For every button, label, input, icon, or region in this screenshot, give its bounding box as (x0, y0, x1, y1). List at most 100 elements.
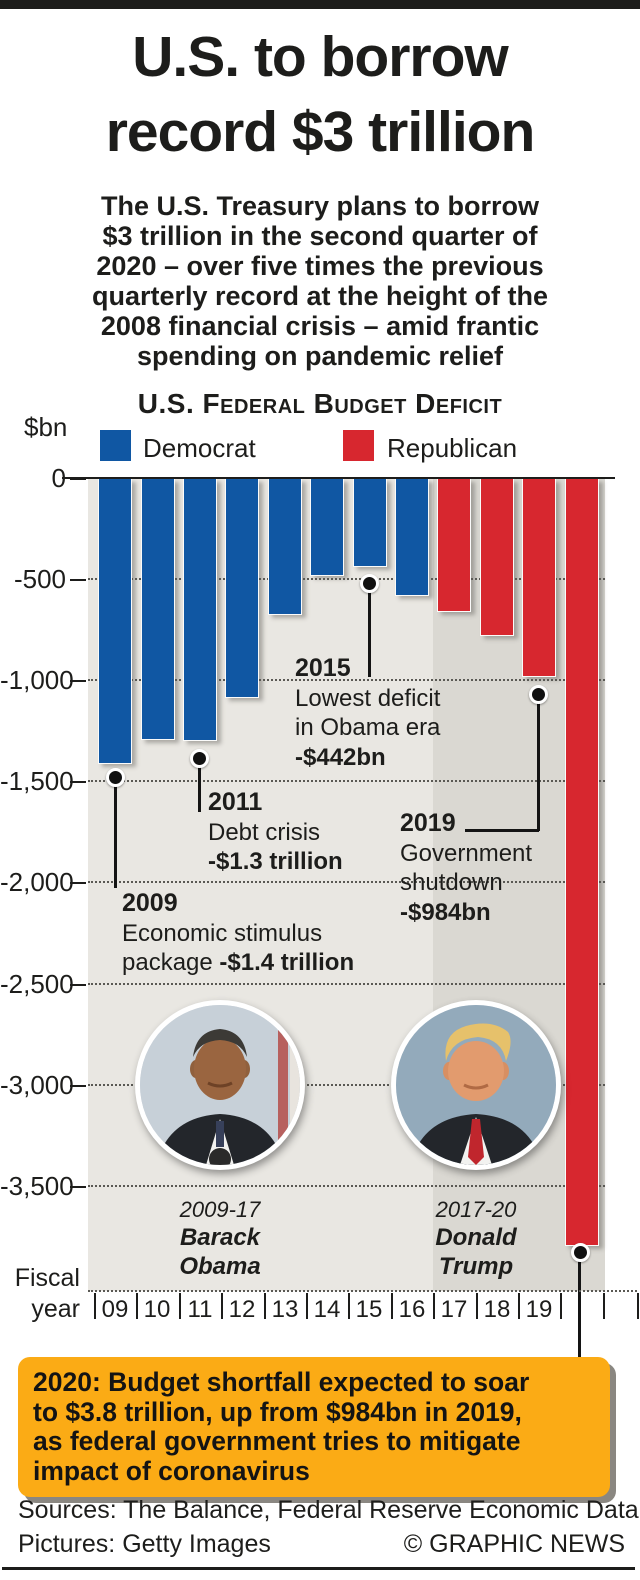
annotation-2011-value: -$1.3 trillion (208, 848, 343, 875)
intro-line: 2008 financial crisis – amid frantic (100, 311, 540, 341)
y-tick-label--2500: -2,500 (0, 969, 74, 999)
annotation-2009-value: -$1.4 trillion (219, 949, 355, 976)
fiscal-year-label-15: 15 (355, 1296, 383, 1323)
intro-line: spending on pandemic relief (136, 341, 504, 371)
fiscal-year-label-18: 18 (483, 1296, 511, 1323)
legend-label-democrat: Democrat (143, 433, 256, 463)
annotation-2011-text: Debt crisis (208, 818, 321, 846)
fiscal-year-tick (518, 1293, 520, 1319)
y-tick-label--500: -500 (13, 564, 66, 594)
obama-portrait-icon (140, 1005, 300, 1165)
y-tick-dash--2500 (70, 984, 86, 986)
connector-2019-vertical (537, 694, 540, 831)
x-axis-line (88, 1290, 637, 1292)
annotation-2019: 2019 Government shutdown -$984bn (400, 809, 532, 927)
y-tick-dash--1500 (70, 781, 86, 783)
main-headline: U.S. to borrow record $3 trillion (0, 20, 640, 170)
y-tick-dash--1000 (70, 680, 86, 682)
annotation-2009-year: 2009 (122, 889, 178, 917)
fiscal-year-tick (306, 1293, 308, 1319)
y-tick-label-0: 0 (51, 463, 66, 493)
x-axis-label-line1: Fiscal (14, 1264, 80, 1292)
marker-dot-2020 (571, 1243, 590, 1262)
trump-term: 2017-20 (435, 1197, 517, 1222)
footer-pictures: Pictures: Getty Images (18, 1530, 271, 1558)
footer-sources: Sources: The Balance, Federal Reserve Ec… (18, 1496, 639, 1524)
annotation-2015-text: Lowest deficit (295, 684, 441, 712)
fiscal-year-label-10: 10 (143, 1296, 171, 1323)
fiscal-year-tick (264, 1293, 266, 1319)
x-axis-label-line2: year (31, 1295, 80, 1323)
annotation-2015: 2015 Lowest deficit in Obama era -$442bn (295, 654, 440, 772)
y-tick-label--3500: -3,500 (0, 1171, 74, 1201)
intro-line: quarterly record at the height of the (91, 281, 549, 311)
fiscal-year-label-11: 11 (187, 1296, 213, 1323)
trump-portrait-icon (396, 1005, 556, 1165)
y-tick-label--2000: -2,000 (0, 867, 74, 897)
fiscal-year-label-14: 14 (313, 1296, 341, 1323)
annotation-2011: 2011 Debt crisis -$1.3 trillion (208, 788, 343, 877)
obama-caption: 2009-17 Barack Obama (110, 1197, 330, 1281)
chart-title: U.S. Federal Budget Deficit (137, 388, 503, 419)
obama-term: 2009-17 (179, 1197, 261, 1222)
trump-photo (391, 1000, 561, 1170)
intro-line: 2020 – over five times the previous (96, 251, 544, 281)
marker-dot-2019 (529, 685, 548, 704)
fiscal-year-tick (391, 1293, 393, 1319)
connector-2019-horizontal (465, 829, 539, 832)
fiscal-year-label-16: 16 (398, 1296, 426, 1323)
annotation-2009: 2009 Economic stimulus package -$1.4 tri… (122, 889, 354, 978)
fiscal-year-tick (433, 1293, 435, 1319)
fiscal-year-tick (136, 1293, 138, 1319)
annotation-2015-text: in Obama era (295, 714, 441, 741)
obama-last-name: Obama (179, 1253, 261, 1280)
fiscal-year-tick-end (637, 1293, 639, 1319)
fiscal-year-tick (94, 1293, 96, 1319)
y-tick-dash--2000 (70, 882, 86, 884)
trump-first-name: Donald (435, 1224, 517, 1251)
fiscal-year-label-12: 12 (228, 1296, 256, 1323)
y-tick-label--1500: -1,500 (0, 766, 74, 796)
y-tick-dash-0 (70, 478, 86, 480)
annotation-2015-year: 2015 (295, 654, 351, 682)
headline-line2: record $3 trillion (105, 100, 536, 164)
y-tick-dash--500 (70, 579, 86, 581)
top-black-bar (0, 0, 640, 9)
marker-dot-2011 (190, 749, 209, 768)
annotation-2009-text: package (122, 949, 220, 976)
annotation-2011-year: 2011 (208, 788, 263, 816)
obama-first-name: Barack (179, 1224, 261, 1251)
headline-line1: U.S. to borrow (132, 25, 508, 89)
annotation-2015-value: -$442bn (295, 743, 386, 771)
annotation-2019-year: 2019 (400, 809, 456, 837)
connector-2015 (368, 583, 371, 677)
marker-dot-2015 (360, 574, 379, 593)
legend-swatch-republican (343, 430, 374, 461)
legend-swatch-democrat (100, 430, 131, 461)
obama-photo (135, 1000, 305, 1170)
marker-dot-2009 (106, 768, 125, 787)
fiscal-year-label-19: 19 (525, 1296, 553, 1323)
legend-label-republican: Republican (387, 433, 518, 463)
fiscal-year-tick (560, 1293, 562, 1319)
fiscal-year-label-13: 13 (271, 1296, 299, 1323)
y-tick-label--1000: -1,000 (0, 665, 74, 695)
connector-2020-callout (577, 1258, 581, 1358)
y-tick-dash--3000 (70, 1085, 86, 1087)
bottom-rule (2, 1567, 635, 1570)
intro-line: The U.S. Treasury plans to borrow (100, 191, 540, 221)
annotation-2019-value: -$984bn (400, 898, 491, 926)
fiscal-year-label-09: 09 (101, 1296, 129, 1323)
annotation-2009-text: Economic stimulus (122, 919, 323, 947)
annotation-2019-text: shutdown (400, 869, 503, 896)
trump-last-name: Trump (438, 1253, 514, 1280)
annotation-2019-text: Government (400, 839, 533, 867)
fiscal-year-tick (476, 1293, 478, 1319)
y-tick-label--3000: -3,000 (0, 1070, 74, 1100)
fiscal-year-tick (179, 1293, 181, 1319)
fiscal-year-label-17: 17 (440, 1296, 468, 1323)
fiscal-year-tick (221, 1293, 223, 1319)
intro-text: The U.S. Treasury plans to borrow $3 tri… (0, 191, 640, 371)
footer-credit: © GRAPHIC NEWS (403, 1530, 625, 1558)
